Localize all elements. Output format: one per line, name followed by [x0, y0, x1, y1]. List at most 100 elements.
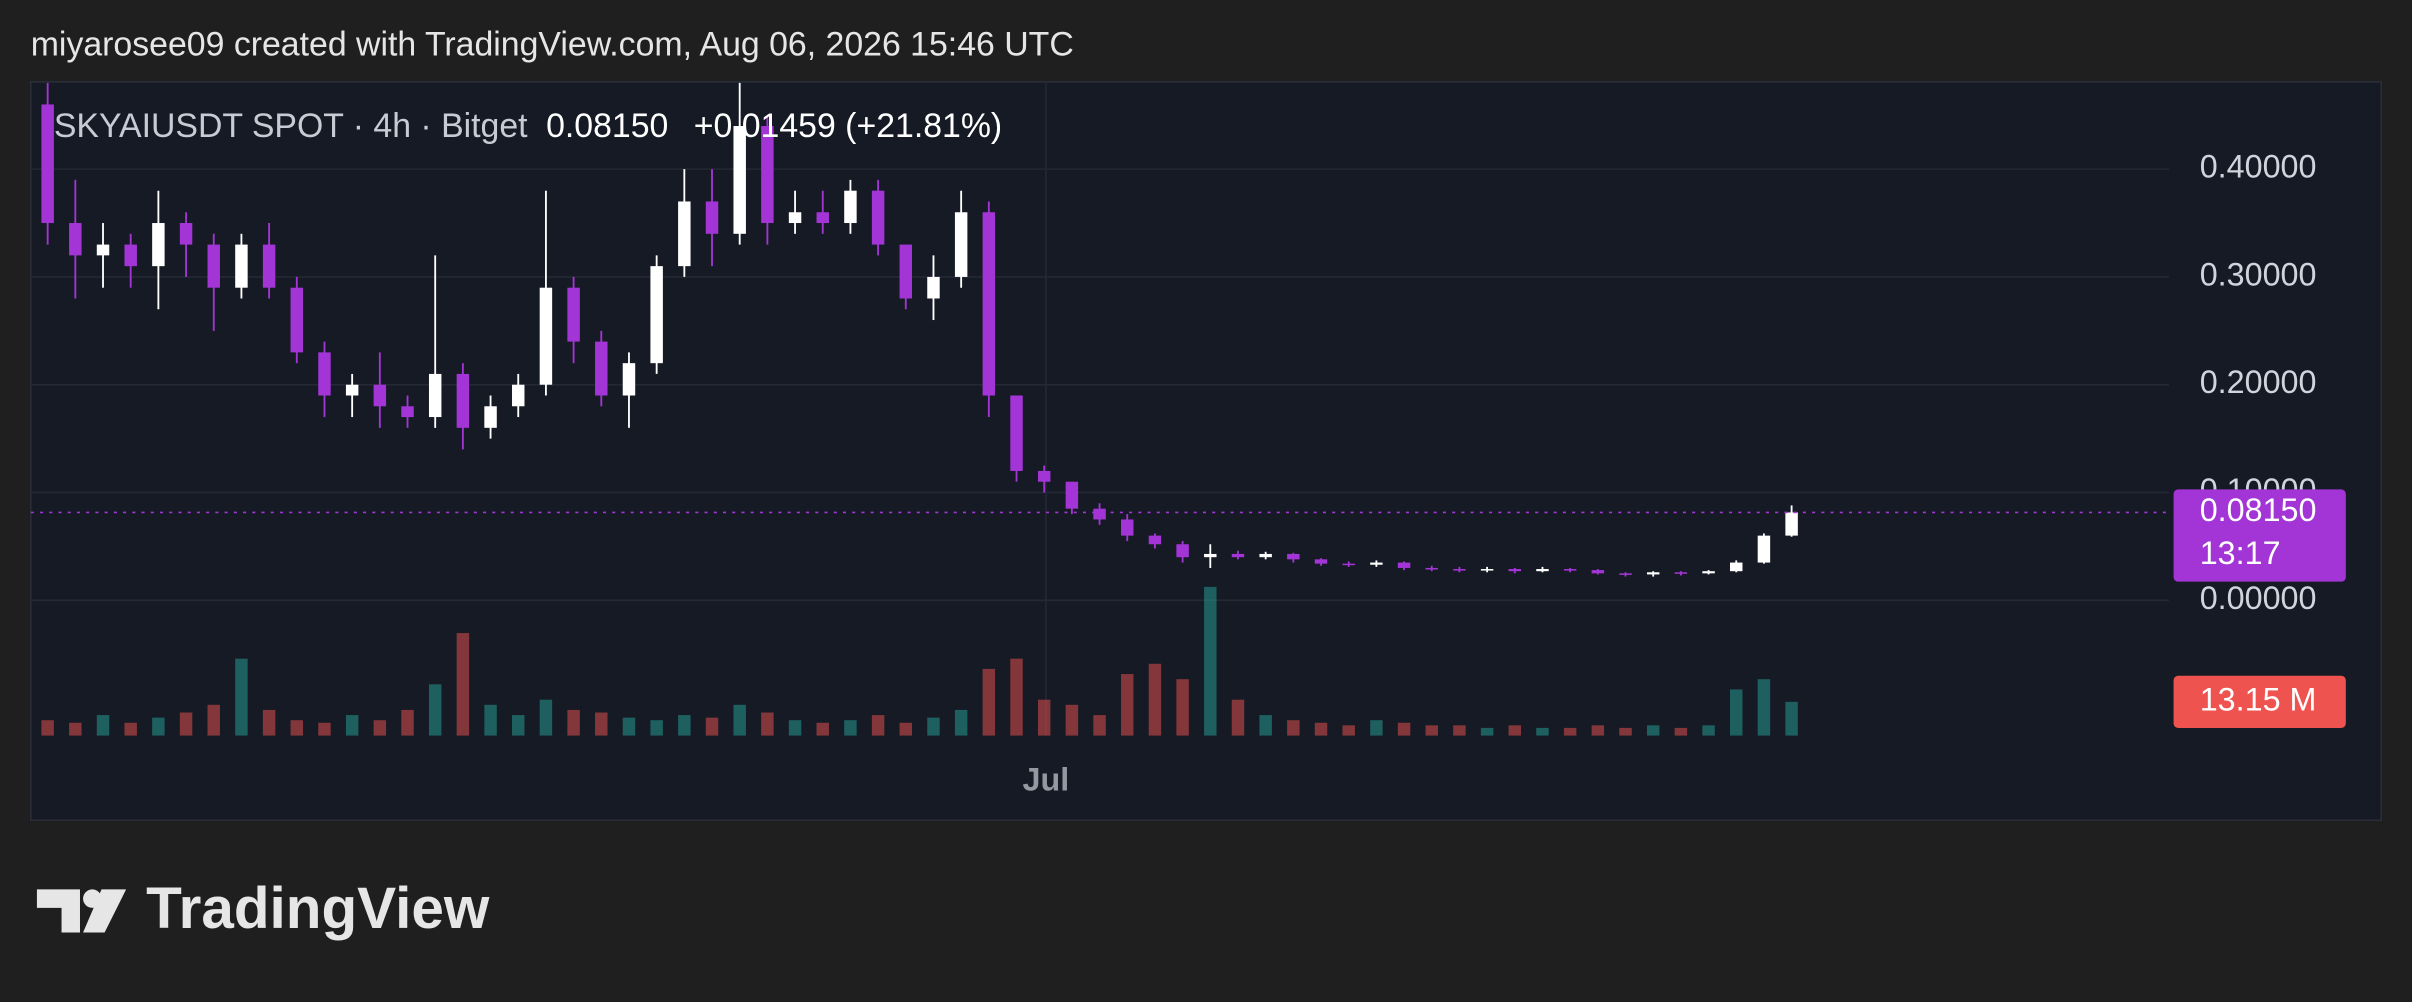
y-tick-label: 0.00000	[2200, 580, 2317, 616]
volume-bar	[1176, 679, 1189, 736]
volume-bar	[954, 709, 968, 736]
candle-body	[1702, 571, 1715, 574]
volume-bar	[1148, 663, 1162, 736]
candle-body	[622, 363, 636, 396]
candle-body	[595, 341, 608, 396]
volume-bar	[733, 704, 746, 736]
candle-body	[1370, 562, 1383, 565]
volume-bar	[373, 720, 387, 736]
volume	[41, 586, 1798, 736]
candle-body	[484, 406, 497, 428]
candle-body	[1259, 553, 1272, 558]
candle-body	[1563, 569, 1577, 571]
candle-body	[678, 201, 691, 267]
legend-symbol: SKYAIUSDT SPOT · 4h · Bitget	[54, 107, 528, 145]
candle-body	[1342, 563, 1355, 566]
candle-body	[1065, 481, 1079, 509]
candle-body	[179, 223, 193, 245]
candle-body	[1204, 553, 1217, 558]
logo-mark	[36, 889, 80, 933]
volume-bar	[1785, 701, 1798, 736]
candle-body	[1176, 544, 1189, 558]
volume-bar	[1425, 725, 1438, 736]
volume-label: 13.15 M	[2200, 681, 2317, 717]
legend-last: 0.08150	[546, 107, 668, 145]
candle-body	[235, 244, 248, 288]
candle-body	[1508, 569, 1522, 572]
candle-body	[1453, 569, 1466, 571]
legend-change: +0.01459 (+21.81%)	[694, 107, 1002, 145]
candle-body	[1148, 535, 1162, 545]
header: miyarosee09 created with TradingView.com…	[31, 25, 1074, 63]
candle-body	[1619, 573, 1632, 575]
volume-bar	[1287, 720, 1300, 736]
volume-bar	[345, 715, 359, 736]
candle-body	[290, 287, 304, 353]
candle-body	[1314, 559, 1328, 564]
candle-body	[1480, 569, 1494, 571]
candle-body	[1785, 512, 1798, 536]
volume-bar	[982, 668, 996, 736]
y-tick-label: 0.40000	[2200, 149, 2317, 185]
volume-bar	[1037, 699, 1051, 736]
volume-bar	[899, 722, 913, 736]
candle-body	[96, 244, 110, 256]
candle-body	[1037, 470, 1051, 482]
volume-bar	[678, 715, 691, 736]
candle-body	[954, 212, 968, 277]
volume-bar	[622, 717, 636, 736]
candle-body	[41, 104, 54, 224]
candle-body	[650, 266, 663, 364]
volume-bar	[1702, 725, 1715, 736]
candle-body	[152, 223, 165, 267]
candle-body	[318, 352, 331, 396]
volume-bar	[1204, 586, 1217, 736]
volume-bar	[650, 720, 663, 736]
volume-bar	[567, 709, 580, 736]
candle-body	[1674, 572, 1688, 574]
volume-bar	[705, 717, 719, 736]
volume-bar	[1121, 674, 1134, 736]
candle-body	[1010, 395, 1023, 471]
candle-body	[1093, 508, 1106, 520]
volume-bar	[927, 717, 940, 736]
volume-bar	[595, 712, 608, 736]
candle-body	[816, 212, 829, 224]
volume-bar	[290, 720, 304, 736]
grid	[30, 81, 2169, 736]
candle-body	[512, 384, 525, 407]
volume-bar	[1010, 658, 1023, 736]
volume-bar	[401, 709, 414, 736]
candle-body	[1757, 535, 1771, 563]
volume-bar	[1508, 725, 1522, 736]
candle-body	[1425, 567, 1438, 570]
volume-bar	[512, 715, 525, 736]
volume-bar	[1563, 727, 1577, 736]
volume-bar	[41, 720, 54, 736]
volume-bar	[262, 709, 276, 736]
volume-bar	[1397, 722, 1411, 736]
candle-body	[982, 212, 996, 396]
volume-bar	[844, 720, 857, 736]
candle-body	[401, 406, 414, 418]
axis: 0.000000.100000.200000.300000.40000Jul0.…	[1023, 149, 2346, 797]
candle-body	[567, 287, 580, 342]
volume-bar	[152, 717, 165, 736]
candle-body	[124, 244, 137, 267]
volume-bar	[761, 712, 774, 736]
volume-bar	[124, 722, 137, 736]
candle-body	[871, 190, 885, 245]
volume-bar	[816, 722, 829, 736]
logo: TradingView	[36, 876, 490, 941]
last-price-box	[2173, 489, 2346, 582]
volume-bar	[1757, 679, 1771, 736]
volume-bar	[69, 722, 82, 736]
volume-bar	[235, 658, 248, 736]
volume-bar	[207, 704, 220, 736]
candle-body	[733, 126, 746, 234]
volume-bar	[1314, 722, 1328, 736]
volume-bar	[1370, 720, 1383, 736]
volume-bar	[1342, 725, 1355, 736]
volume-bar	[1480, 727, 1494, 736]
